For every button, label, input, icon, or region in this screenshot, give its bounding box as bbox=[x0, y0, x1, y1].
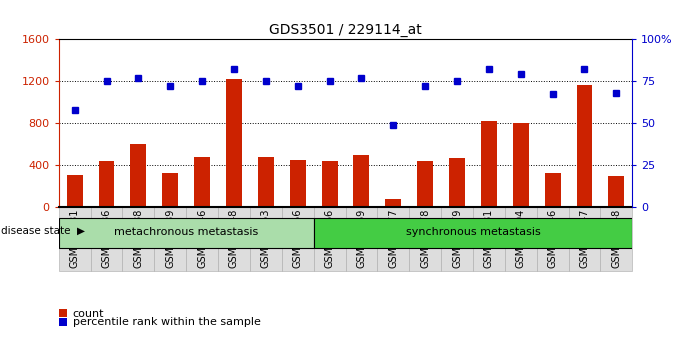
Text: disease state  ▶: disease state ▶ bbox=[1, 226, 85, 236]
Bar bbox=[59, 207, 91, 271]
Text: GSM277238: GSM277238 bbox=[133, 209, 144, 268]
Text: GSM277253: GSM277253 bbox=[261, 209, 271, 268]
Bar bbox=[409, 207, 441, 271]
Bar bbox=[505, 207, 537, 271]
Text: GSM277494: GSM277494 bbox=[515, 209, 526, 268]
Bar bbox=[258, 156, 274, 207]
Bar bbox=[67, 175, 83, 207]
Text: GSM277248: GSM277248 bbox=[229, 209, 239, 268]
Bar bbox=[186, 207, 218, 271]
Bar bbox=[131, 144, 146, 207]
Bar bbox=[441, 207, 473, 271]
Text: GSM277648: GSM277648 bbox=[612, 209, 621, 268]
Bar bbox=[386, 199, 401, 207]
Text: GSM277246: GSM277246 bbox=[197, 209, 207, 268]
Bar bbox=[576, 85, 592, 207]
Text: percentile rank within the sample: percentile rank within the sample bbox=[73, 318, 261, 327]
Bar bbox=[122, 207, 154, 271]
Bar bbox=[608, 176, 624, 207]
Bar bbox=[162, 173, 178, 207]
Text: synchronous metastasis: synchronous metastasis bbox=[406, 227, 540, 237]
Title: GDS3501 / 229114_at: GDS3501 / 229114_at bbox=[269, 23, 422, 36]
Text: GSM277647: GSM277647 bbox=[580, 209, 589, 268]
Bar bbox=[513, 123, 529, 207]
Text: GSM277256: GSM277256 bbox=[293, 209, 303, 268]
Text: GSM277469: GSM277469 bbox=[357, 209, 366, 268]
Bar bbox=[154, 207, 186, 271]
Bar bbox=[314, 207, 346, 271]
Bar bbox=[449, 158, 465, 207]
Bar bbox=[99, 161, 115, 207]
Bar bbox=[91, 207, 122, 271]
Text: GSM277479: GSM277479 bbox=[452, 209, 462, 268]
Bar bbox=[282, 207, 314, 271]
Text: GSM277466: GSM277466 bbox=[325, 209, 334, 268]
Bar bbox=[59, 218, 314, 248]
Bar bbox=[321, 161, 337, 207]
Text: GSM277481: GSM277481 bbox=[484, 209, 494, 268]
Bar bbox=[377, 207, 409, 271]
Text: GSM277477: GSM277477 bbox=[388, 209, 398, 268]
Bar bbox=[481, 121, 497, 207]
Text: GSM277236: GSM277236 bbox=[102, 209, 111, 268]
Text: GSM277231: GSM277231 bbox=[70, 209, 79, 268]
Bar bbox=[537, 207, 569, 271]
Text: count: count bbox=[73, 309, 104, 319]
Bar bbox=[600, 207, 632, 271]
Bar bbox=[545, 173, 560, 207]
Bar bbox=[194, 156, 210, 207]
Bar bbox=[354, 155, 370, 207]
Bar bbox=[226, 79, 242, 207]
Bar bbox=[218, 207, 250, 271]
Text: GSM277646: GSM277646 bbox=[547, 209, 558, 268]
Bar bbox=[473, 207, 505, 271]
Bar bbox=[417, 161, 433, 207]
Bar bbox=[314, 218, 632, 248]
Bar bbox=[569, 207, 600, 271]
Bar bbox=[346, 207, 377, 271]
Text: GSM277478: GSM277478 bbox=[420, 209, 430, 268]
Bar bbox=[290, 160, 305, 207]
Text: metachronous metastasis: metachronous metastasis bbox=[114, 227, 258, 237]
Text: GSM277239: GSM277239 bbox=[165, 209, 176, 268]
Bar bbox=[250, 207, 282, 271]
